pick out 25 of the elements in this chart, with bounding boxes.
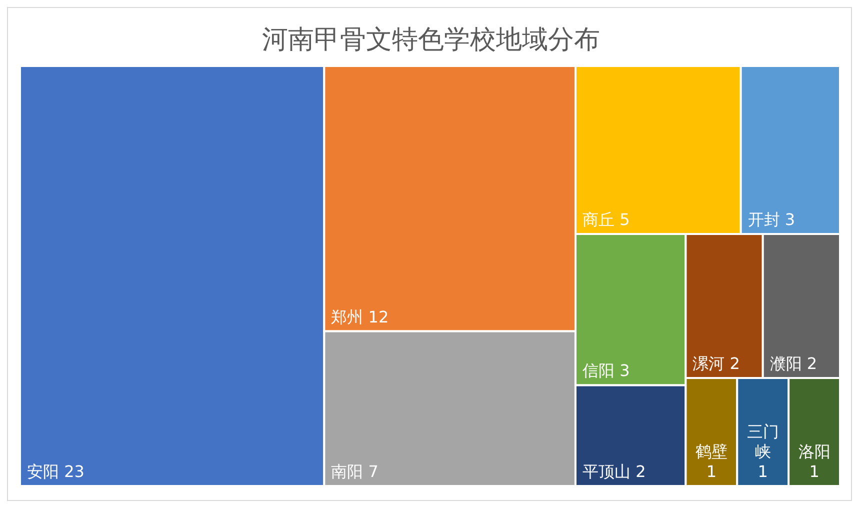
data-label: 12 xyxy=(368,307,389,326)
category-label: 濮阳 xyxy=(770,354,802,373)
category-label: 商丘 xyxy=(582,210,614,229)
data-label: 2 xyxy=(636,462,646,481)
data-label: 2 xyxy=(730,354,740,373)
data-label: 1 xyxy=(758,462,768,481)
category-label: 洛阳 xyxy=(798,442,830,461)
data-label: 3 xyxy=(784,210,796,229)
category-label: 郑州 xyxy=(331,307,364,326)
category-label: 漯河 xyxy=(692,354,725,373)
category-label: 开封 xyxy=(748,210,780,229)
data-label: 23 xyxy=(64,462,84,481)
data-label: 3 xyxy=(620,361,630,380)
category-label: 三门峡 xyxy=(746,422,779,461)
data-label: 1 xyxy=(706,462,717,481)
category-label: 安阳 xyxy=(27,462,59,481)
data-label: 2 xyxy=(806,354,818,373)
data-label: 7 xyxy=(368,462,378,481)
category-label: 平顶山 xyxy=(582,462,630,481)
text: 河南甲骨文特色学校地域分布 xyxy=(262,25,600,55)
data-label: 1 xyxy=(809,462,820,481)
category-label: 鹤壁 xyxy=(695,442,728,461)
category-label: 南阳 xyxy=(331,462,364,481)
data-label: 5 xyxy=(620,210,630,229)
category-label: 信阳 xyxy=(582,361,614,380)
